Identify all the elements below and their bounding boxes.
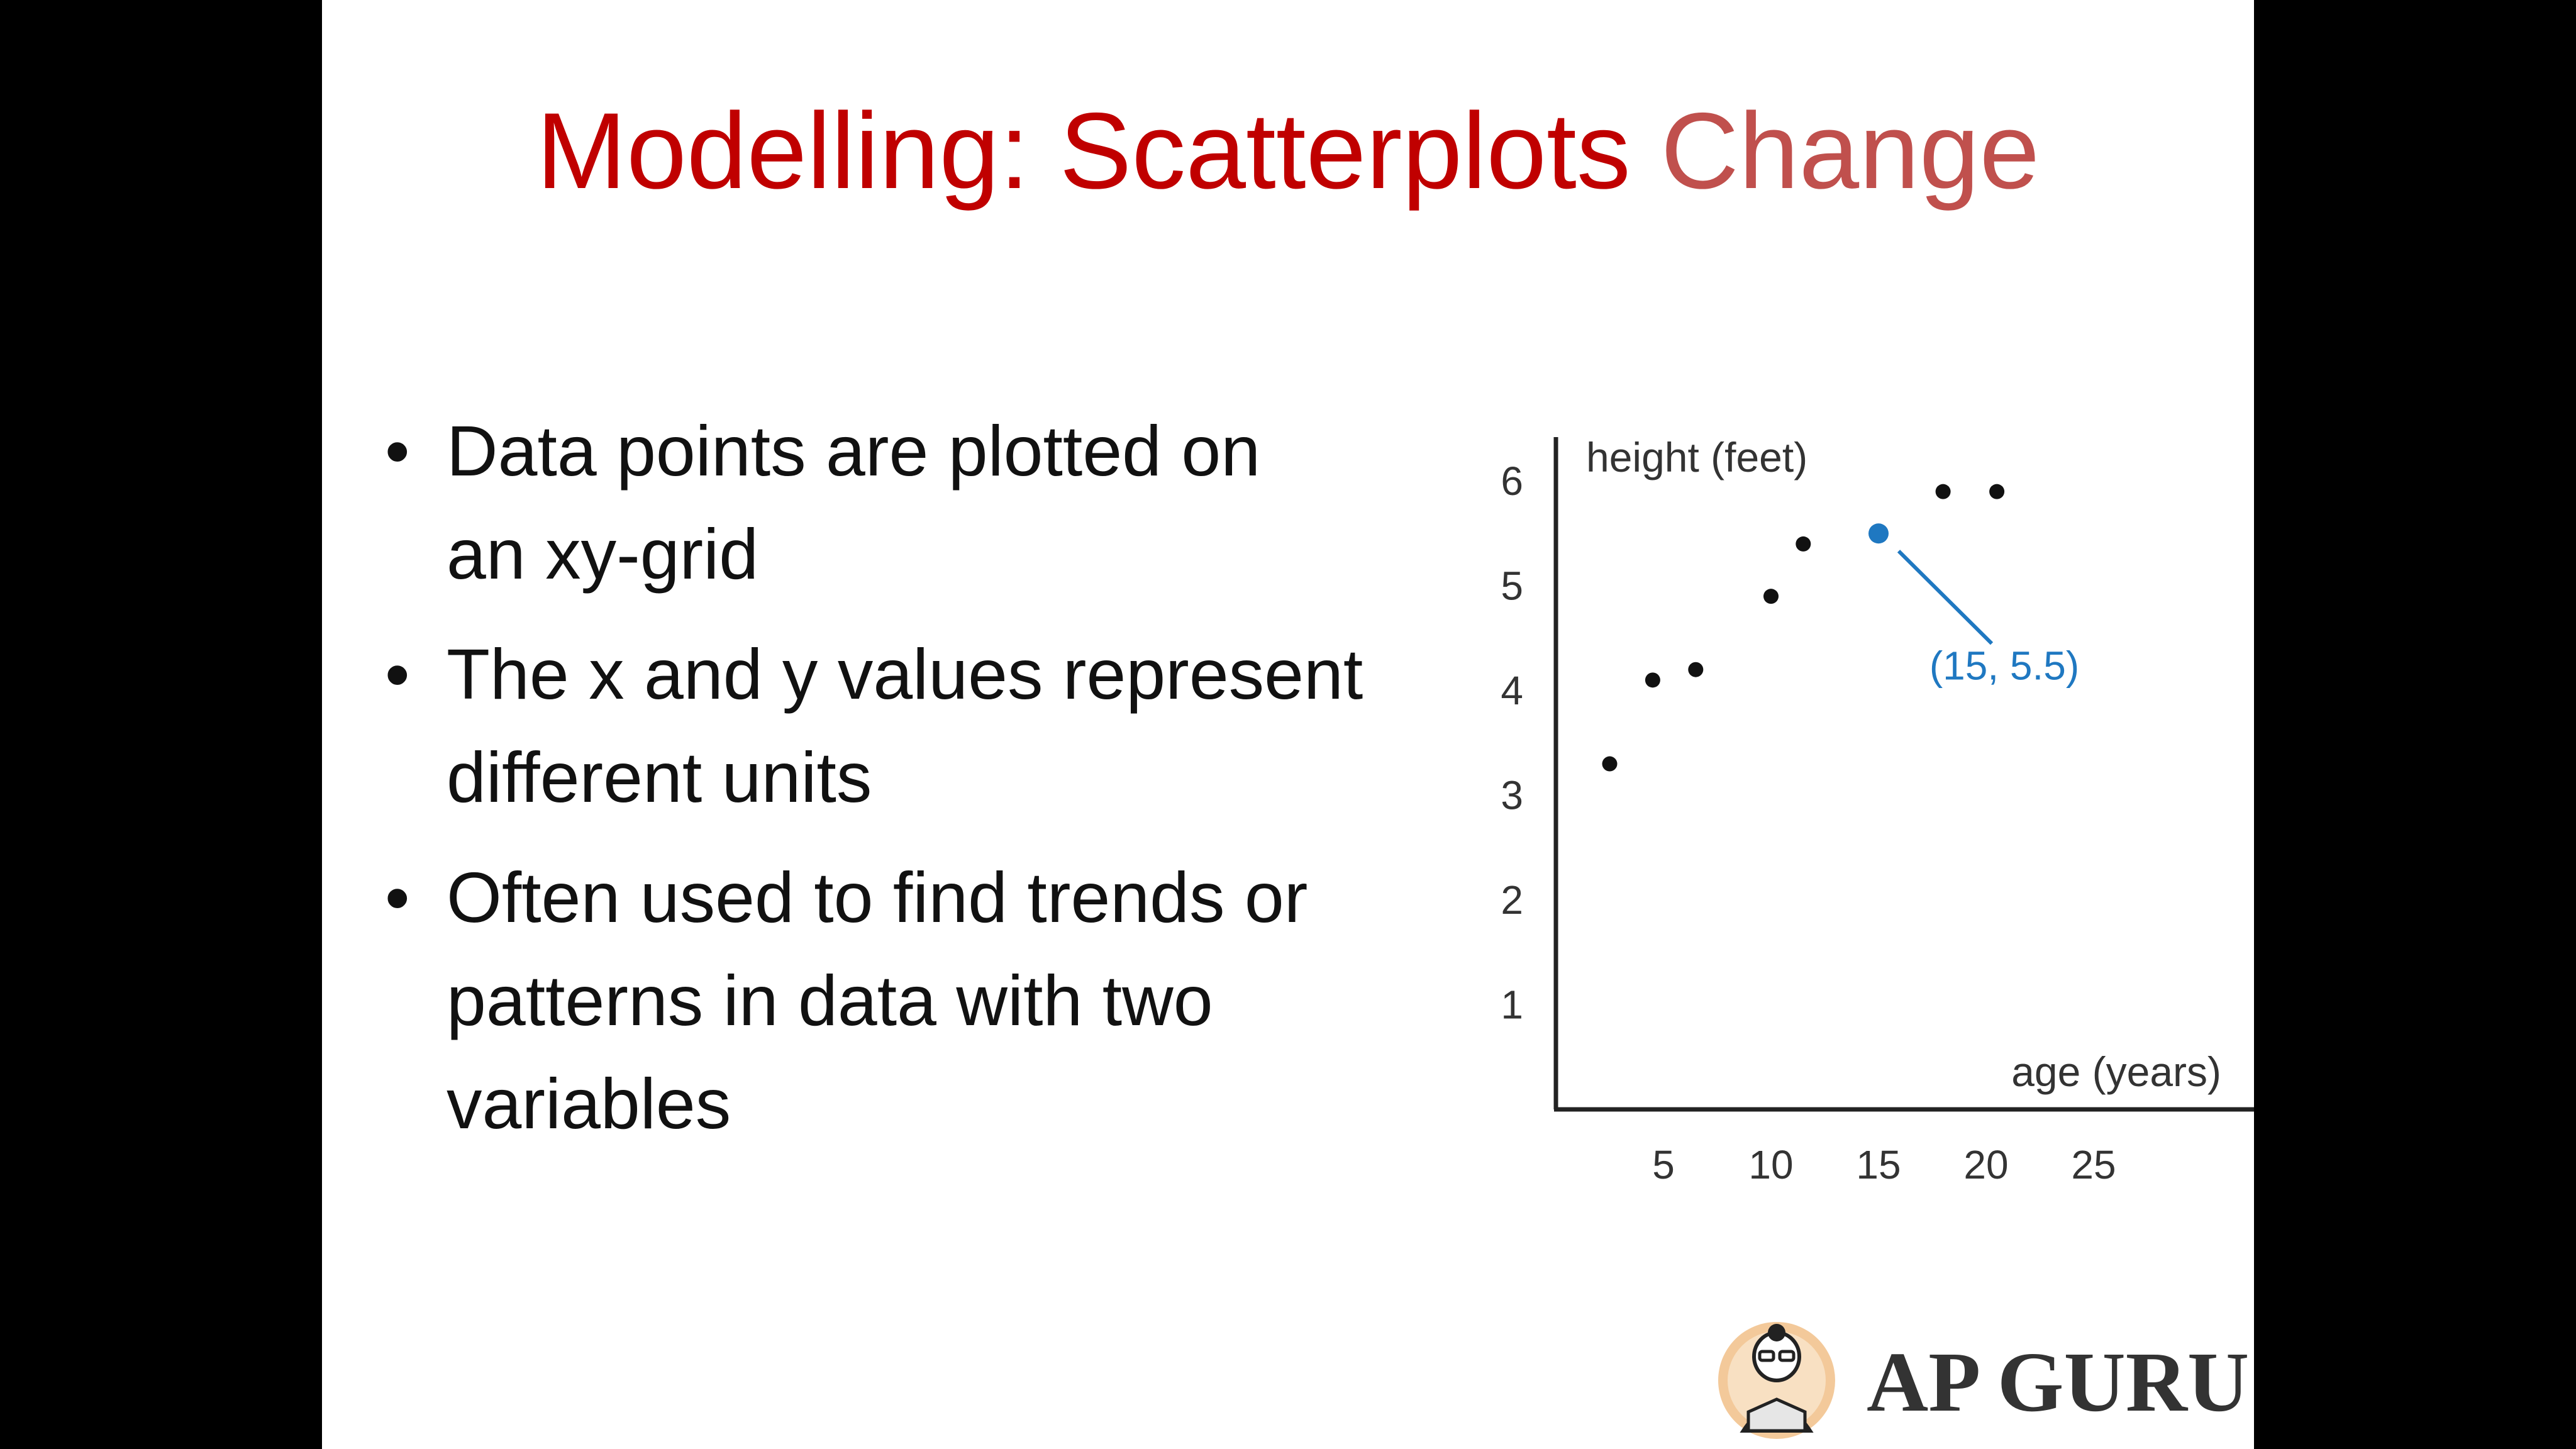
data-point [1935,484,1951,499]
bullet-icon: • [385,411,410,491]
bullet-line: variables [447,1064,731,1143]
y-tick-label: 1 [1501,982,1523,1028]
title-accent-text: Change [1660,91,2040,211]
bullet-line: Often used to find trends or [447,858,1308,937]
data-point [1688,662,1704,677]
slide: Modelling: Scatterplots Change • Data poi… [322,0,2254,1449]
data-point [1989,484,2005,499]
annotation-leader-line [1897,550,1994,645]
ap-guru-logo [1718,1322,1835,1439]
bullet-line: patterns in data with two [447,961,1213,1040]
y-tick-label: 2 [1501,877,1523,923]
bullet-icon: • [385,635,410,714]
data-point [1763,589,1779,604]
y-tick-label: 3 [1501,773,1523,818]
x-tick-label: 10 [1748,1142,1793,1187]
x-axis-label: age (years) [2011,1048,2221,1095]
y-tick-label: 4 [1501,668,1523,713]
data-point [1602,756,1618,772]
bullet-text: Often used to find trends or patterns in … [447,846,1516,1155]
bullet-list: • Data points are plotted on an xy-grid • Th… [322,0,1504,1449]
x-tick-label: 25 [2071,1142,2116,1187]
x-tick-label: 15 [1856,1142,1901,1187]
y-tick-label: 6 [1501,458,1523,504]
scatter-chart: 1 2 3 4 5 6 5 10 15 20 25 height (feet) age (years) (… [1501,434,2254,1187]
data-point [1796,536,1811,552]
slide-title: Modelling: Scatterplots Change [322,82,2254,220]
bullet-line: different units [447,738,872,817]
title-main-text: Modelling: Scatterplots [536,91,1631,211]
bullet-line: Data points are plotted on [447,411,1261,491]
y-axis-label: height (feet) [1586,434,1807,480]
data-point [1645,672,1660,688]
bullet-text: The x and y values represent different un… [447,623,1516,829]
x-tick-label: 20 [1963,1142,2008,1187]
bullet-line: an xy-grid [447,514,759,594]
logo-text: AP GURU [1867,1335,2250,1430]
bullet-icon: • [385,858,410,937]
y-tick-label: 5 [1501,564,1523,609]
bullet-line: The x and y values represent [447,635,1363,714]
x-tick-label: 5 [1652,1142,1675,1187]
highlighted-data-point [1868,523,1889,544]
annotation-label: (15, 5.5) [1929,643,2079,688]
bullet-text: Data points are plotted on an xy-grid [447,399,1516,606]
